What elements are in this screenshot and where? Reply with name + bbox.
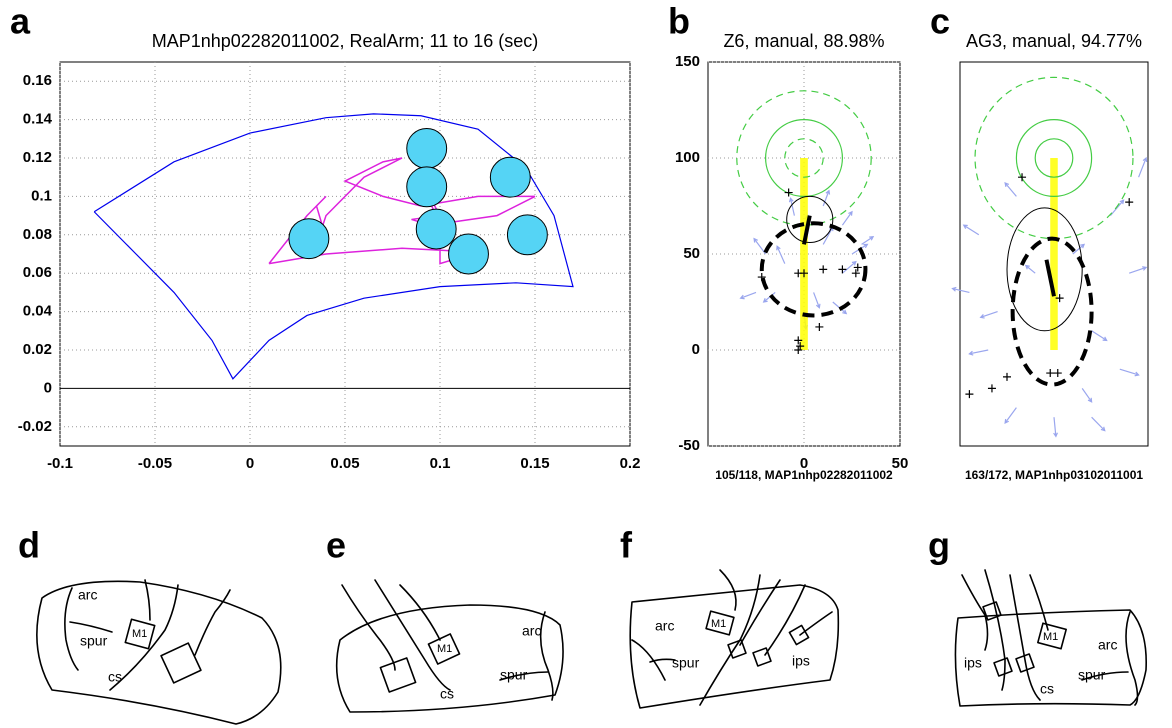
y-tick-label: 100 <box>675 149 700 166</box>
diagram-label: ips <box>964 655 982 671</box>
y-tick-label: 0.04 <box>23 303 53 320</box>
panel-letter: f <box>620 525 633 566</box>
y-tick-label: 0.02 <box>23 341 52 358</box>
target <box>407 167 447 207</box>
chart-title: MAP1nhp02282011002, RealArm; 11 to 16 (s… <box>152 31 539 51</box>
diagram-label: spur <box>500 667 528 683</box>
x-tick-label: 0.05 <box>330 455 359 472</box>
diagram-label: arc <box>522 623 541 639</box>
footnote: 163/172, MAP1nhp03102011001 <box>965 468 1143 482</box>
x-tick-label: 0 <box>800 455 808 472</box>
chart-title: Z6, manual, 88.98% <box>723 31 884 51</box>
panel-letter: e <box>326 525 346 566</box>
target <box>449 234 489 274</box>
y-tick-label: -0.02 <box>18 418 52 435</box>
diagram-label: M1 <box>437 643 452 655</box>
diagram-label: arc <box>1098 637 1117 653</box>
diagram-label: ips <box>792 653 810 669</box>
diagram-label: M1 <box>132 628 147 640</box>
y-tick-label: 0.1 <box>31 187 52 204</box>
brain-sketch <box>37 580 281 724</box>
x-tick-label: 0.2 <box>620 455 641 472</box>
diagram-label: cs <box>440 686 454 702</box>
panel-letter: g <box>928 525 950 566</box>
x-tick-label: 0.15 <box>520 455 549 472</box>
y-tick-label: 0.08 <box>23 226 52 243</box>
y-tick-label: 0 <box>44 379 52 396</box>
diagram-label: spur <box>672 655 700 671</box>
chart-title: AG3, manual, 94.77% <box>966 31 1142 51</box>
panel-letter: b <box>668 1 690 42</box>
y-tick-label: 150 <box>675 53 700 70</box>
target <box>416 209 456 249</box>
diagram-label: arc <box>655 618 674 634</box>
y-tick-label: 0.06 <box>23 264 52 281</box>
figure: a b c d e f g arc spur M1 cs arc M1 cs s… <box>0 0 1172 728</box>
x-tick-label: 0 <box>246 455 254 472</box>
target <box>507 215 547 255</box>
x-tick-label: -0.05 <box>138 455 172 472</box>
diagram-label: arc <box>78 587 97 603</box>
panel-letter: d <box>18 525 40 566</box>
diagram-label: spur <box>1078 667 1106 683</box>
y-tick-label: 50 <box>683 245 700 262</box>
bar <box>800 158 808 350</box>
y-tick-label: -50 <box>678 437 700 454</box>
y-tick-label: 0.12 <box>23 149 52 166</box>
diagram-label: spur <box>80 633 108 649</box>
brain-sketch <box>630 570 838 708</box>
x-tick-label: 0.1 <box>430 455 451 472</box>
panel-letter: a <box>10 1 31 42</box>
x-tick-label: 50 <box>892 455 909 472</box>
diagram-label: cs <box>108 669 122 685</box>
x-tick-label: -0.1 <box>47 455 73 472</box>
target <box>407 128 447 168</box>
target <box>490 157 530 197</box>
diagram-label: cs <box>1040 681 1054 697</box>
y-tick-label: 0.16 <box>23 72 52 89</box>
panel-letter: c <box>930 1 950 42</box>
bar <box>1050 158 1058 350</box>
y-tick-label: 0 <box>692 341 700 358</box>
y-tick-label: 0.14 <box>23 111 53 128</box>
target <box>289 219 329 259</box>
diagram-label: M1 <box>711 618 726 630</box>
diagram-label: M1 <box>1043 631 1058 643</box>
